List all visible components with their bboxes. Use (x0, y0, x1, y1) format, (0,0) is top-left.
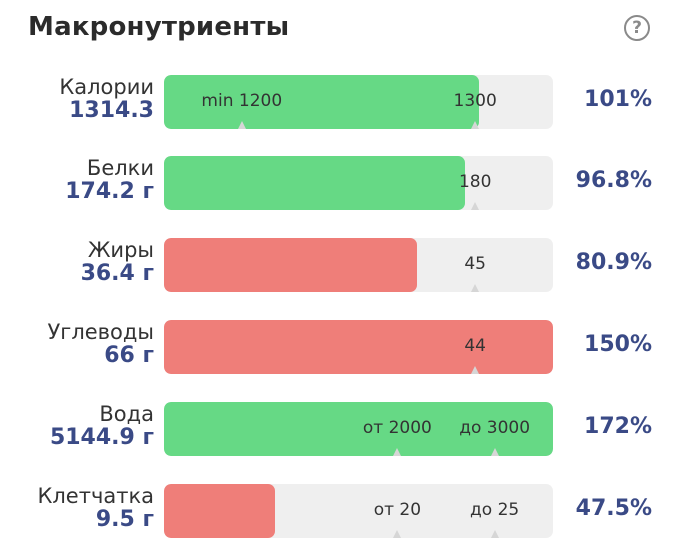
nutrient-percent: 172% (584, 414, 652, 439)
target-marker-icon (471, 284, 480, 292)
nutrient-value: 5144.9 г (49, 425, 154, 450)
nutrient-percent: 80.9% (575, 250, 652, 275)
progress-bar: 44 (164, 320, 553, 374)
nutrient-label: Жиры 36.4 г (81, 239, 154, 287)
progress-fill (164, 484, 275, 538)
progress-bar: min 1200 1300 (164, 75, 553, 129)
nutrient-label: Углеводы 66 г (48, 321, 155, 369)
progress-fill (164, 75, 480, 129)
target-marker-label: min 1200 (201, 91, 283, 111)
nutrient-row: Калории 1314.3 min 1200 1300 101% (0, 75, 680, 131)
progress-bar: 45 (164, 238, 553, 292)
nutrient-label: Калории 1314.3 (59, 76, 154, 124)
progress-fill (164, 402, 553, 456)
target-marker-label: до 3000 (459, 418, 531, 438)
nutrient-percent: 47.5% (575, 496, 652, 521)
target-marker-icon (237, 121, 246, 129)
target-marker-icon (471, 121, 480, 129)
nutrient-percent: 150% (584, 332, 652, 357)
target-marker-icon (471, 366, 480, 374)
target-marker-icon (393, 530, 402, 538)
progress-fill (164, 156, 466, 210)
nutrient-label: Клетчатка 9.5 г (37, 485, 154, 533)
nutrient-name: Клетчатка (37, 484, 154, 508)
nutrient-name: Жиры (87, 238, 154, 262)
target-marker-label: 44 (464, 336, 487, 356)
nutrient-row: Углеводы 66 г 44 150% (0, 320, 680, 376)
nutrient-percent: 101% (584, 87, 652, 112)
nutrient-label: Вода 5144.9 г (50, 403, 154, 451)
progress-fill (164, 238, 417, 292)
progress-bar: от 20 до 25 (164, 484, 553, 538)
target-marker-icon (471, 202, 480, 210)
target-marker-icon (393, 448, 402, 456)
nutrient-name: Вода (99, 402, 154, 426)
nutrient-name: Углеводы (47, 320, 155, 344)
nutrient-label: Белки 174.2 г (65, 157, 154, 205)
nutrient-row: Жиры 36.4 г 45 80.9% (0, 238, 680, 294)
target-marker-label: от 20 (373, 500, 422, 520)
target-marker-label: от 2000 (362, 418, 432, 438)
nutrient-row: Клетчатка 9.5 г от 20 до 25 47.5% (0, 484, 680, 540)
nutrient-name: Белки (86, 156, 154, 180)
nutrient-name: Калории (59, 75, 154, 99)
target-marker-label: 45 (464, 254, 487, 274)
progress-fill (164, 320, 553, 374)
target-marker-label: 180 (458, 172, 492, 192)
progress-bar: 180 (164, 156, 553, 210)
progress-bar: от 2000 до 3000 (164, 402, 553, 456)
nutrient-value: 36.4 г (80, 261, 154, 286)
target-marker-icon (490, 448, 499, 456)
nutrient-row: Вода 5144.9 г от 2000 до 3000 172% (0, 402, 680, 458)
nutrient-value: 174.2 г (65, 179, 154, 204)
page-title: Макронутриенты (28, 12, 290, 42)
nutrient-value: 1314.3 (69, 98, 154, 123)
nutrient-value: 66 г (104, 343, 154, 368)
nutrient-percent: 96.8% (575, 168, 652, 193)
nutrient-value: 9.5 г (95, 507, 154, 532)
nutrient-row: Белки 174.2 г 180 96.8% (0, 156, 680, 212)
help-icon[interactable]: ? (624, 15, 650, 41)
target-marker-label: 1300 (453, 91, 497, 111)
target-marker-icon (490, 530, 499, 538)
target-marker-label: до 25 (470, 500, 520, 520)
